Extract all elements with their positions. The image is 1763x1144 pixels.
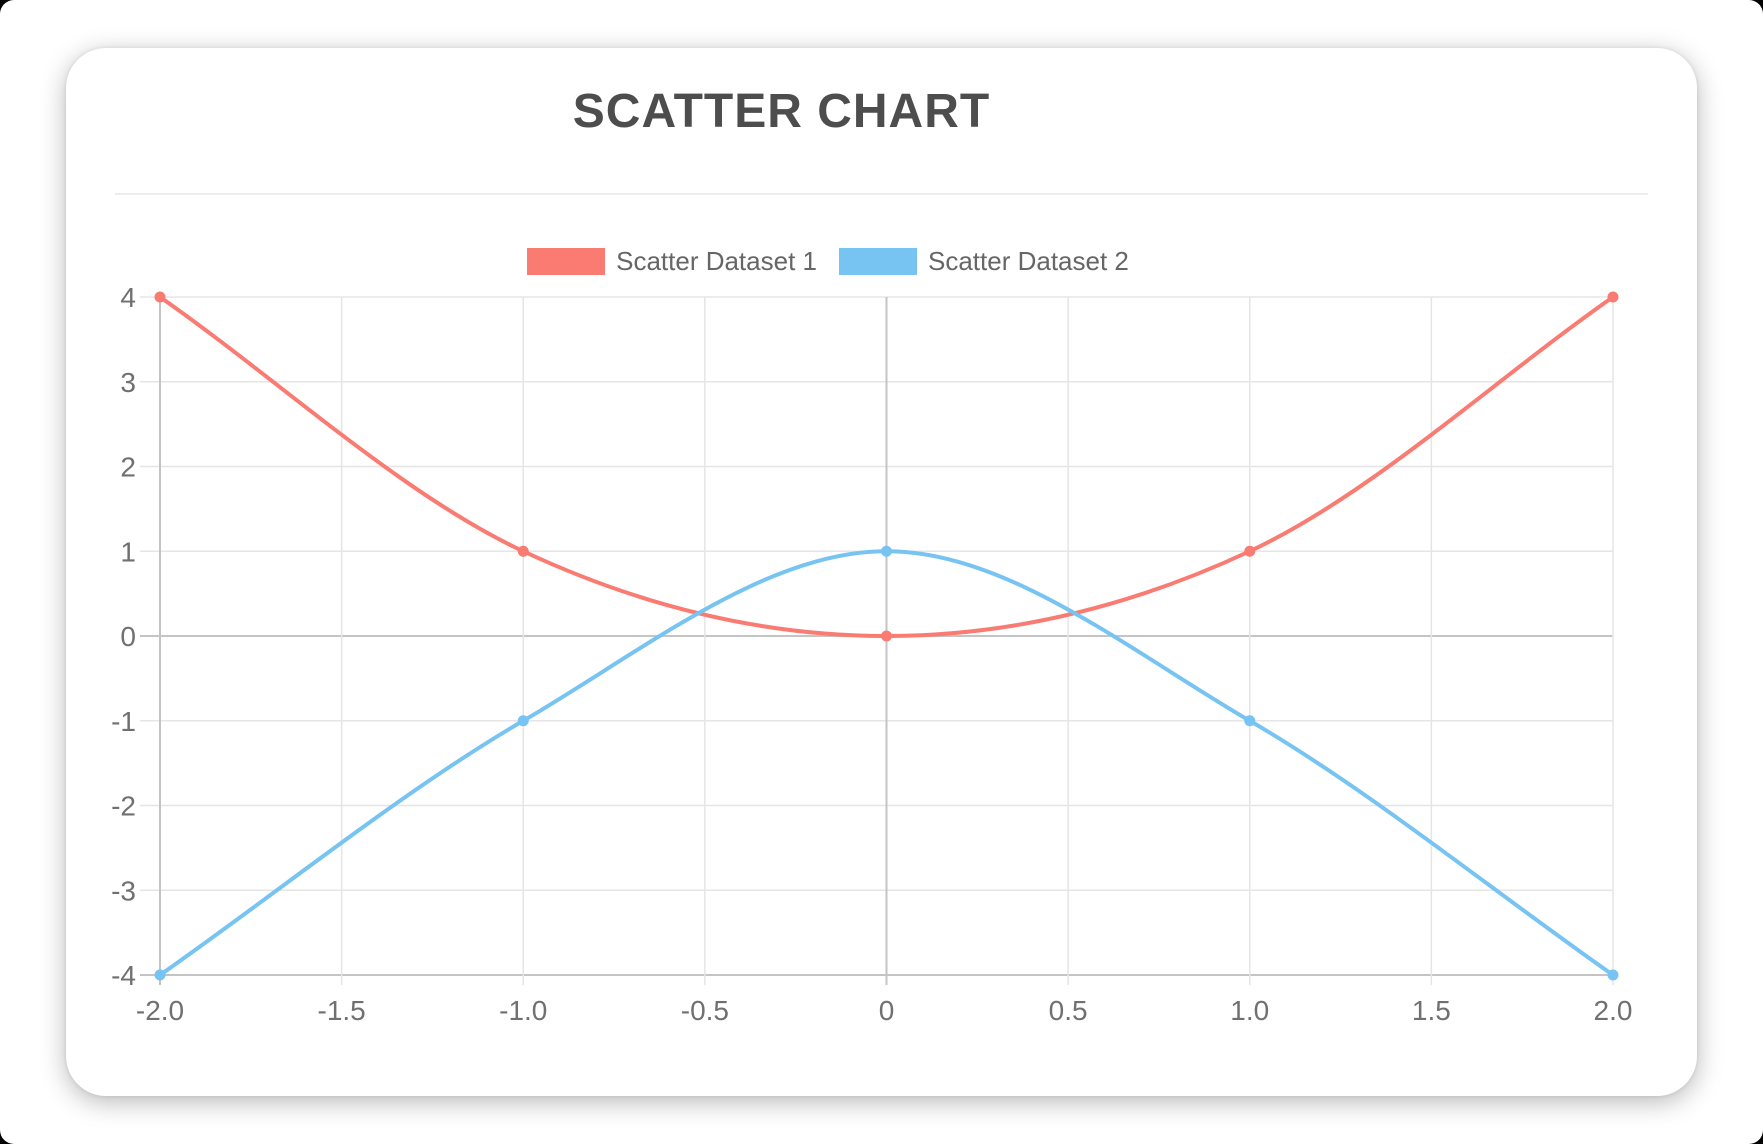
data-point-series-2[interactable] — [881, 545, 892, 557]
data-point-series-1[interactable] — [154, 291, 166, 303]
x-tick-label: 2.0 — [1594, 995, 1633, 1026]
x-tick-label: -1.5 — [318, 995, 366, 1026]
legend-item-dataset-2[interactable]: Scatter Dataset 2 — [839, 246, 1129, 277]
data-point-series-2[interactable] — [517, 715, 529, 727]
data-point-series-2[interactable] — [1244, 715, 1256, 727]
x-tick-label: 1.5 — [1412, 995, 1451, 1026]
y-tick-label: 4 — [120, 282, 136, 313]
y-tick-label: -3 — [111, 875, 136, 906]
y-tick-label: 3 — [120, 367, 136, 398]
chart-title: SCATTER CHART — [572, 85, 991, 138]
y-tick-label: 2 — [120, 452, 136, 483]
y-tick-label: 1 — [120, 536, 136, 567]
legend-item-dataset-1[interactable]: Scatter Dataset 1 — [527, 246, 817, 277]
legend-swatch-dataset-2 — [839, 247, 917, 275]
y-tick-label: -4 — [111, 960, 136, 991]
y-tick-label: 0 — [120, 621, 136, 652]
y-tick-label: -1 — [111, 706, 136, 737]
scatter-plot[interactable]: 4 3 2 1 0 -1 -2 -3 -4-2.0 -1.5 -1.0 -0.5 0 0.5 1.0 1.5 2… — [66, 48, 1697, 1096]
x-tick-label: 1.0 — [1230, 995, 1269, 1026]
data-point-series-1[interactable] — [881, 630, 892, 642]
chart-card: SCATTER CHART Scatter Dataset 1 Scatter … — [66, 48, 1697, 1096]
data-point-series-1[interactable] — [517, 545, 529, 557]
x-tick-label: 0 — [879, 995, 895, 1026]
chart-legend: Scatter Dataset 1 Scatter Dataset 2 — [66, 244, 1590, 278]
x-tick-label: -2.0 — [136, 995, 184, 1026]
legend-swatch-dataset-1 — [527, 247, 606, 275]
y-tick-label: -2 — [111, 791, 136, 822]
data-point-series-2[interactable] — [1607, 969, 1619, 981]
legend-label-dataset-2: Scatter Dataset 2 — [928, 245, 1129, 276]
legend-label-dataset-1: Scatter Dataset 1 — [616, 245, 817, 276]
x-tick-label: -0.5 — [681, 995, 729, 1026]
x-tick-label: -1.0 — [499, 995, 547, 1026]
title-divider — [115, 193, 1648, 195]
data-point-series-1[interactable] — [1607, 291, 1619, 303]
data-point-series-2[interactable] — [154, 969, 166, 981]
data-point-series-1[interactable] — [1244, 545, 1256, 557]
x-tick-label: 0.5 — [1049, 995, 1088, 1026]
